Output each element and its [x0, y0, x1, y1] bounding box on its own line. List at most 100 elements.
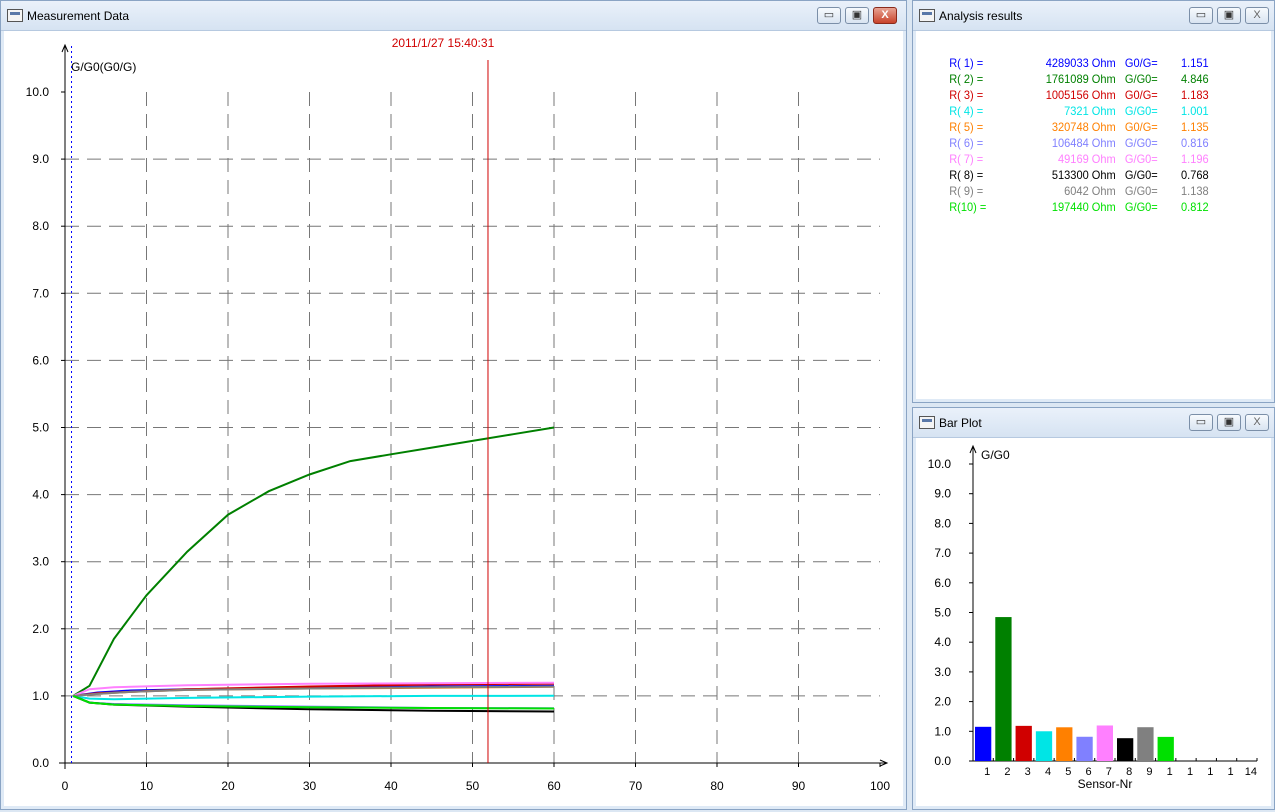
line-chart: 0.0 1.0 2.0 3.0 4.0 5.0 6.0 7.0 8.0 9.0 10.0 0 10 20 3…	[26, 36, 891, 793]
series-line-7	[72, 681, 555, 697]
minimize-button[interactable]: ▭	[817, 7, 841, 24]
maximize-button[interactable]: ▣	[1217, 7, 1241, 24]
y-axis-label: G/G0(G0/G)	[71, 60, 136, 74]
y-tick-label: 5.0	[32, 421, 49, 435]
x-tick-label: 1	[1228, 766, 1234, 778]
result-label: R( 7) =	[949, 152, 984, 166]
y-tick-label: 7.0	[32, 286, 49, 300]
series-line-2	[72, 426, 555, 697]
result-value: 0.768	[1181, 168, 1209, 182]
bar-sensor-10	[1157, 736, 1174, 761]
bar-sensor-6	[1076, 736, 1093, 761]
result-resistance: 49169 Ohm	[1058, 152, 1116, 166]
series-line-10	[72, 694, 555, 710]
result-ratio-label: G0/G=	[1124, 88, 1158, 102]
result-value: 1.151	[1181, 56, 1209, 70]
y-tick-label: 8.0	[934, 516, 951, 530]
x-tick-label: 2	[1004, 766, 1010, 778]
result-value: 1.001	[1181, 104, 1209, 118]
y-tick-label: 0.0	[934, 754, 951, 768]
x-tick-label: 9	[1146, 766, 1152, 778]
result-ratio-label: G/G0=	[1124, 200, 1158, 214]
minimize-button[interactable]: ▭	[1189, 414, 1213, 431]
y-tick-label: 1.0	[934, 724, 951, 738]
bar-sensor-8	[1117, 738, 1134, 761]
y-tick-label: 10.0	[928, 457, 952, 471]
result-value: 4.846	[1181, 72, 1209, 86]
maximize-button[interactable]: ▣	[1217, 414, 1241, 431]
app-icon	[919, 9, 935, 22]
x-axis-label: Sensor-Nr	[1078, 777, 1133, 791]
analysis-results-window[interactable]: Analysis results ▭ ▣ X R( 1) = 4289033 Oh…	[912, 0, 1275, 403]
result-resistance: 1761089 Ohm	[1045, 72, 1116, 86]
y-axis-label: G/G0	[981, 448, 1010, 462]
result-ratio-label: G/G0=	[1124, 184, 1158, 198]
y-tick-label: 2.0	[934, 695, 951, 709]
x-tick-label: 1	[1167, 766, 1173, 778]
close-button[interactable]: X	[1245, 414, 1269, 431]
x-tick-label: 60	[547, 779, 561, 793]
close-button[interactable]: X	[873, 7, 897, 24]
x-tick-label: 7	[1106, 766, 1112, 778]
app-icon	[7, 9, 23, 22]
result-resistance: 513300 Ohm	[1051, 168, 1116, 182]
y-tick-label: 8.0	[32, 219, 49, 233]
y-tick-label: 9.0	[934, 487, 951, 501]
series-line-9	[73, 685, 555, 697]
x-tick-label: 1	[984, 766, 990, 778]
result-label: R( 8) =	[949, 168, 984, 182]
close-button[interactable]: X	[1245, 7, 1269, 24]
result-value: 1.135	[1181, 120, 1209, 134]
y-tick-label: 7.0	[934, 546, 951, 560]
result-resistance: 1005156 Ohm	[1045, 88, 1116, 102]
x-tick-label: 1	[1207, 766, 1213, 778]
x-tick-label: 3	[1025, 766, 1031, 778]
result-ratio-label: G/G0=	[1124, 168, 1158, 182]
bar-sensor-5	[1056, 727, 1073, 761]
x-tick-label: 8	[1126, 766, 1132, 778]
x-tick-label: 4	[1045, 766, 1051, 778]
x-tick-label: 0	[62, 779, 69, 793]
result-value: 1.138	[1181, 184, 1209, 198]
measurement-data-window[interactable]: Measurement Data ▭ ▣ X 0.0 1.0 2.0 3.0 4.0 5.…	[0, 0, 907, 810]
minimize-button[interactable]: ▭	[1189, 7, 1213, 24]
bar-sensor-2	[995, 617, 1012, 761]
y-tick-label: 3.0	[32, 555, 49, 569]
result-resistance: 320748 Ohm	[1051, 120, 1116, 134]
y-tick-label: 10.0	[26, 85, 50, 99]
result-label: R( 4) =	[949, 104, 984, 118]
x-tick-label: 30	[303, 779, 317, 793]
result-resistance: 197440 Ohm	[1051, 200, 1116, 214]
x-tick-label: 70	[629, 779, 643, 793]
x-axis-arrow	[879, 759, 889, 767]
y-tick-label: 6.0	[32, 353, 49, 367]
x-tick-label: 20	[221, 779, 235, 793]
result-value: 1.183	[1181, 88, 1209, 102]
measurement-titlebar[interactable]: Measurement Data ▭ ▣ X	[1, 1, 906, 31]
measurement-plot-area: 0.0 1.0 2.0 3.0 4.0 5.0 6.0 7.0 8.0 9.0 10.0 0 10 20 3…	[5, 32, 902, 805]
x-tick-label: 1	[1187, 766, 1193, 778]
x-tick-label: 6	[1086, 766, 1092, 778]
result-ratio-label: G/G0=	[1124, 72, 1158, 86]
y-tick-label: 9.0	[32, 152, 49, 166]
barplot-titlebar[interactable]: Bar Plot ▭ ▣ X	[913, 408, 1274, 438]
bar-sensor-9	[1137, 727, 1154, 761]
analysis-titlebar[interactable]: Analysis results ▭ ▣ X	[913, 1, 1274, 31]
y-tick-label: 3.0	[934, 665, 951, 679]
x-tick-label: 100	[870, 779, 890, 793]
result-label: R( 2) =	[949, 72, 984, 86]
y-tick-label: 4.0	[32, 488, 49, 502]
result-ratio-label: G0/G=	[1124, 120, 1158, 134]
x-tick-label: 40	[384, 779, 398, 793]
maximize-button[interactable]: ▣	[845, 7, 869, 24]
window-title: Bar Plot	[939, 416, 982, 430]
result-label: R( 1) =	[949, 56, 984, 70]
bar-sensor-4	[1035, 731, 1053, 761]
result-ratio-label: G/G0=	[1124, 152, 1158, 166]
window-title: Measurement Data	[27, 9, 130, 23]
result-value: 1.196	[1181, 152, 1209, 166]
result-value: 0.816	[1181, 136, 1209, 150]
y-tick-label: 2.0	[32, 622, 49, 636]
bar-plot-window[interactable]: Bar Plot ▭ ▣ X G/G0 0.0 1.0 2.0 3.0 4.0 5.0 6.0…	[912, 407, 1275, 810]
result-ratio-label: G/G0=	[1124, 136, 1158, 150]
